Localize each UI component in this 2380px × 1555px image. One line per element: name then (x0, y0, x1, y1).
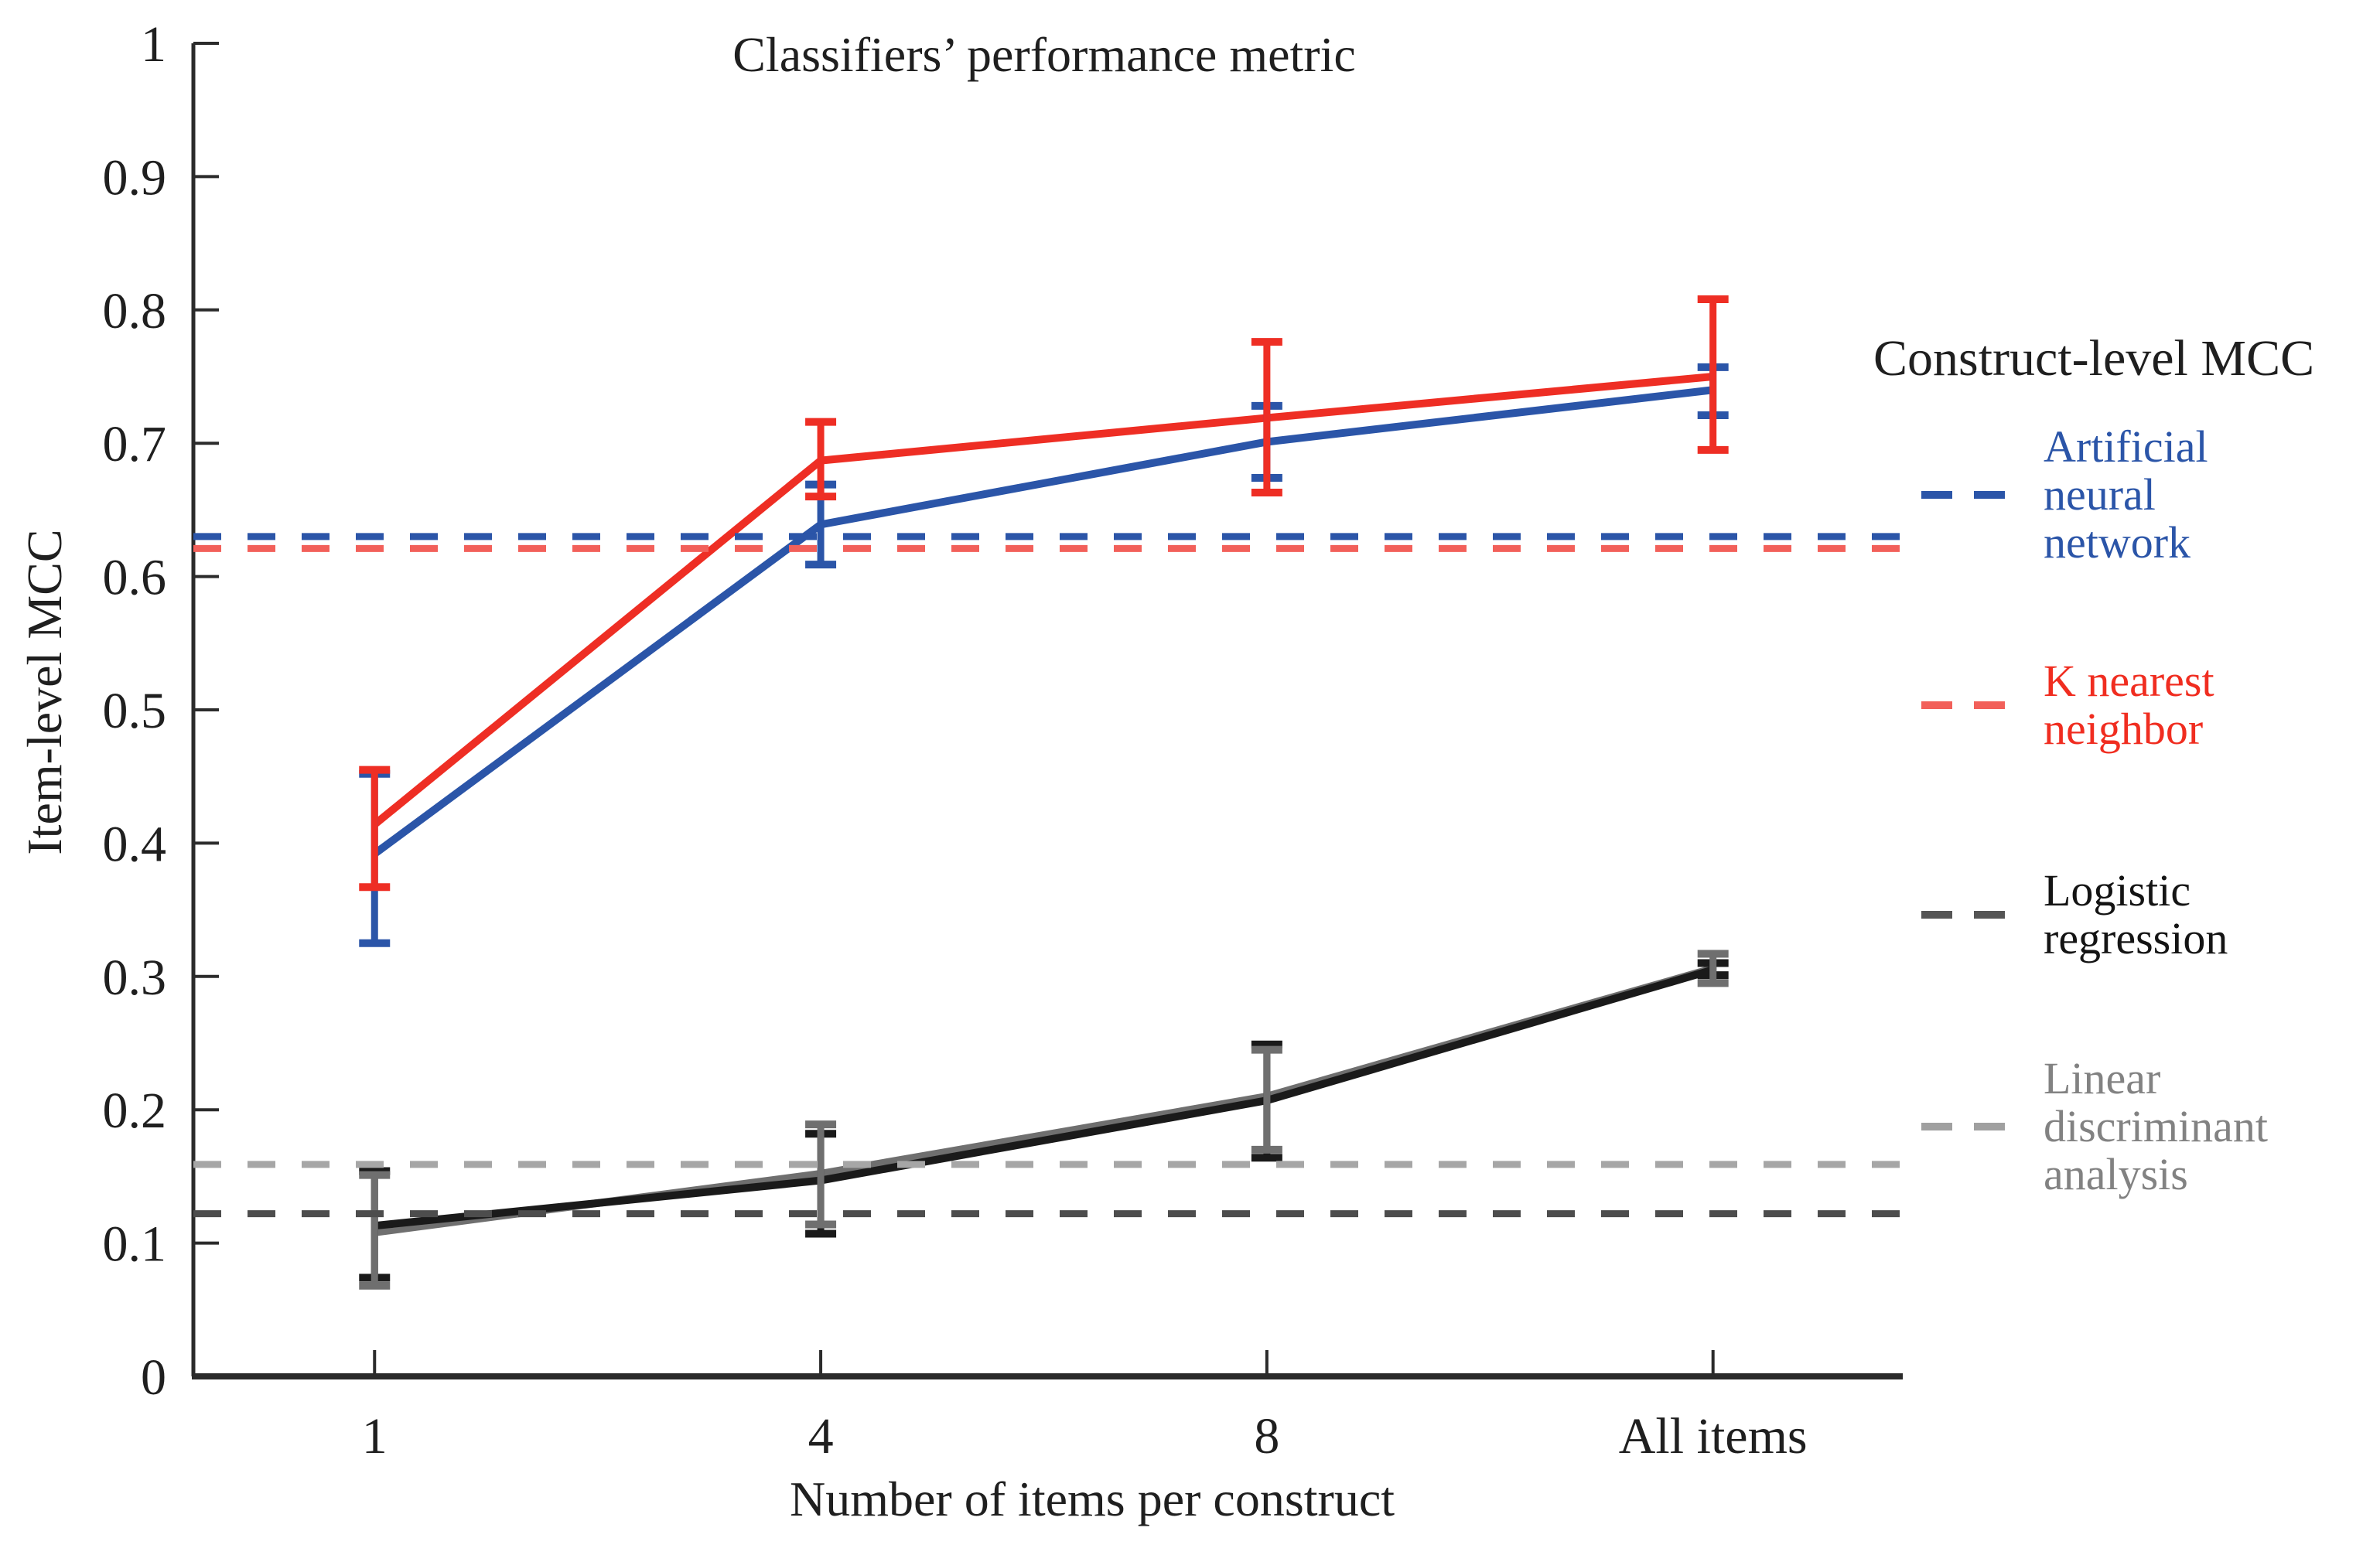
x-axis-label: Number of items per construct (790, 1471, 1395, 1526)
y-tick-label: 0.9 (103, 149, 167, 206)
chart-title: Classifiers’ performance metric (732, 27, 1356, 82)
y-tick-label: 0.7 (103, 416, 167, 472)
y-tick-label: 0.3 (103, 950, 167, 1006)
y-tick-label: 0.4 (103, 816, 167, 872)
x-tick-label: 8 (1254, 1408, 1279, 1465)
x-tick-label: All items (1619, 1408, 1808, 1465)
y-axis-label: Item-level MCC (17, 529, 72, 855)
y-tick-label: 1 (141, 16, 166, 73)
y-tick-label: 0 (141, 1349, 166, 1406)
y-tick-label: 0.8 (103, 283, 167, 339)
y-tick-label: 0.6 (103, 550, 167, 606)
x-tick-label: 4 (808, 1408, 834, 1465)
y-tick-label: 0.5 (103, 683, 167, 739)
series-line-logistic-regression (374, 966, 1715, 1230)
y-tick-label: 0.1 (103, 1216, 167, 1273)
series-line-k-nearest-neighbor (372, 373, 1714, 828)
series-line-linear-discriminant-analysis (374, 964, 1715, 1236)
series-line-artificial-neural-network (372, 386, 1714, 858)
y-tick-label: 0.2 (103, 1083, 167, 1139)
x-tick-label: 1 (362, 1408, 388, 1465)
